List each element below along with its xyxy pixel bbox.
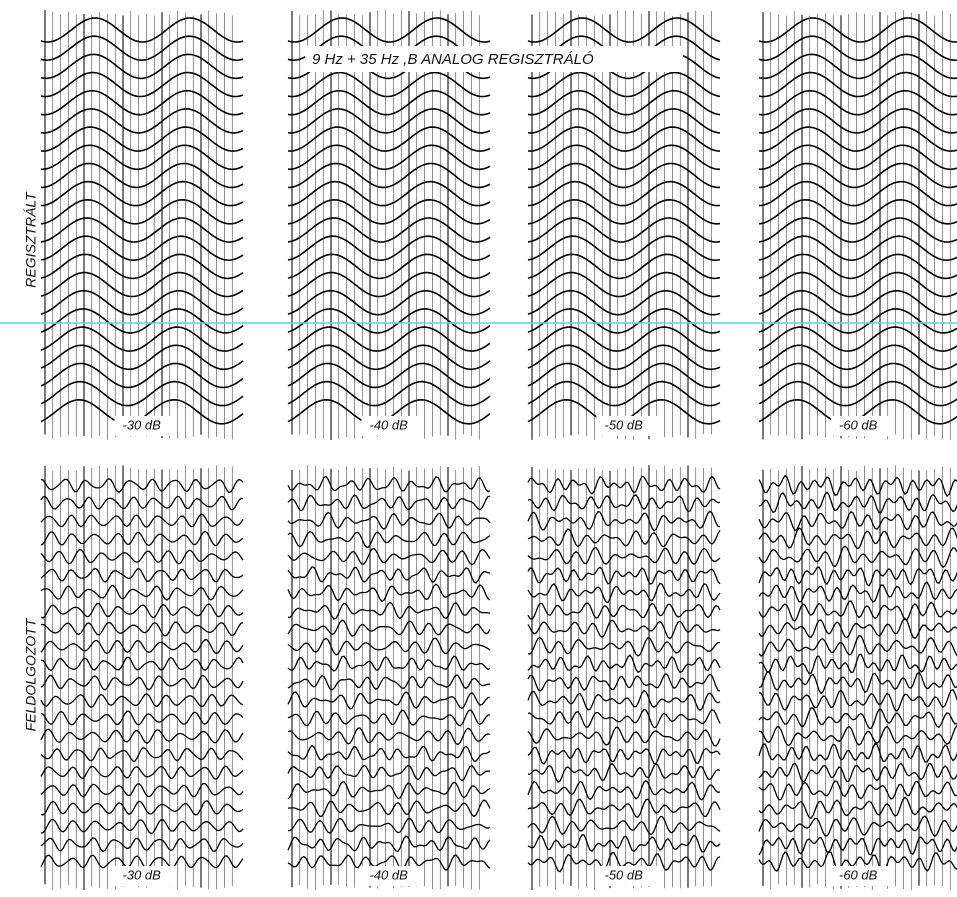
level-label: -50 dB <box>605 867 644 882</box>
level-label: -40 dB <box>370 417 409 432</box>
level-label: -60 dB <box>839 867 878 882</box>
background <box>0 0 957 897</box>
level-label: -50 dB <box>605 417 644 432</box>
level-label: -30 dB <box>123 417 162 432</box>
level-label: -40 dB <box>370 867 409 882</box>
figure: -30 dB -40 dB -50 dB -60 dB -30 dB -40 dB -50 … <box>0 0 957 897</box>
figure-title: 9 Hz + 35 Hz ,B ANALOG REGISZTRÁLÓ <box>312 51 594 68</box>
level-label: -60 dB <box>839 417 878 432</box>
level-label: -30 dB <box>123 867 162 882</box>
row-label: REGISZTRÁLT <box>23 191 39 288</box>
row-label: FELDOLGOZOTT <box>23 617 39 731</box>
